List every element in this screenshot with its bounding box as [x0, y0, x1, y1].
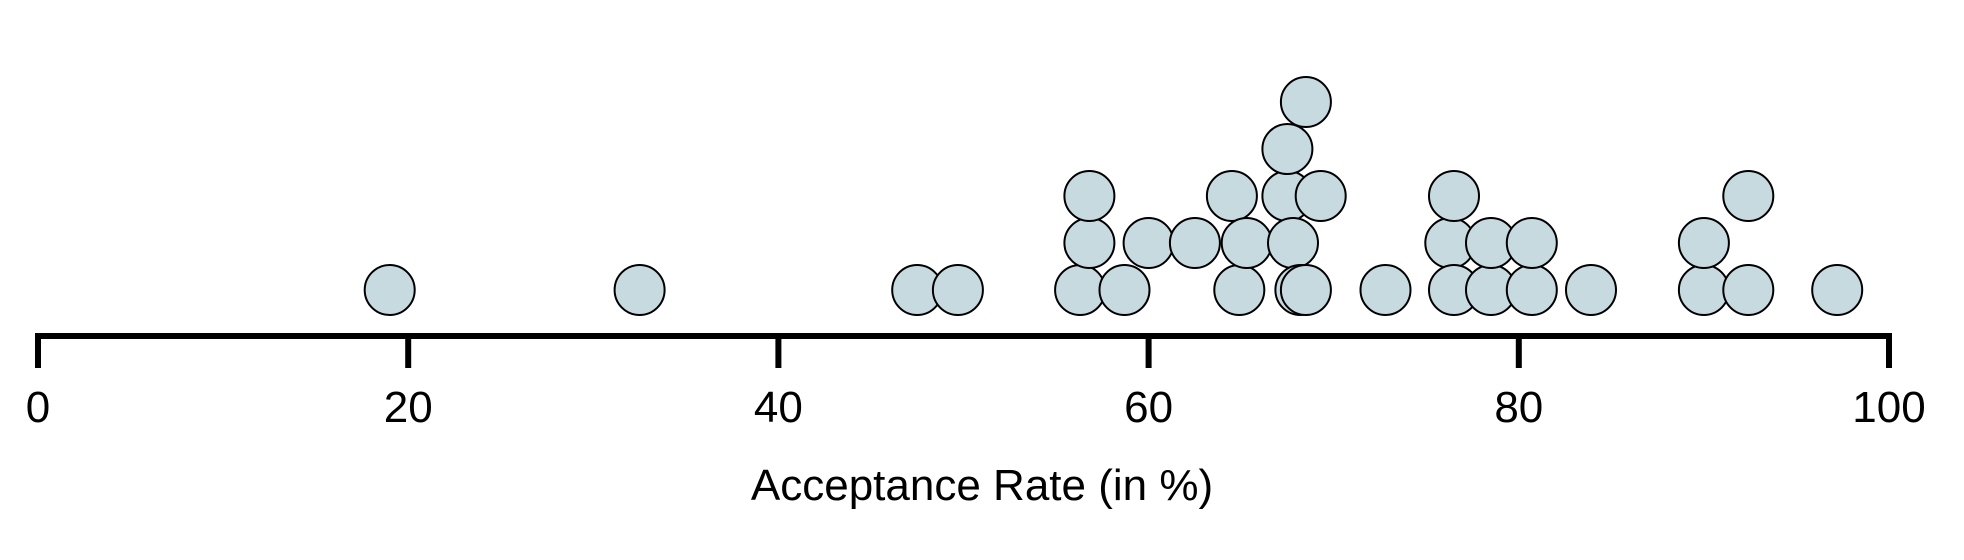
data-point	[1279, 76, 1332, 128]
data-point	[1122, 217, 1175, 269]
x-tick-label: 20	[384, 383, 433, 432]
data-point	[1359, 264, 1412, 316]
data-point	[1505, 217, 1558, 269]
data-point	[613, 264, 666, 316]
x-tick-label: 80	[1494, 383, 1543, 432]
data-point	[1220, 217, 1273, 269]
data-point	[1205, 170, 1258, 222]
data-point	[1505, 264, 1558, 316]
data-point	[931, 264, 984, 316]
x-axis-title: Acceptance Rate (in %)	[751, 461, 1213, 510]
x-axis: 0 20 40 60 80 100	[26, 333, 1926, 432]
data-point	[1722, 170, 1775, 222]
data-point	[1063, 217, 1116, 269]
data-point	[1063, 170, 1116, 222]
x-tick-label: 100	[1852, 383, 1925, 432]
data-point	[1428, 170, 1480, 222]
data-points	[363, 76, 1864, 316]
data-point	[1261, 123, 1314, 175]
data-point	[1722, 264, 1775, 316]
data-point	[1168, 217, 1221, 269]
data-point	[1098, 264, 1151, 316]
data-point	[363, 264, 416, 316]
data-point	[1267, 217, 1319, 269]
x-tick-label: 40	[754, 383, 803, 432]
data-point	[1294, 170, 1347, 222]
data-point	[1677, 217, 1730, 269]
data-point	[1279, 264, 1332, 316]
data-point	[1811, 264, 1864, 316]
data-point	[1565, 264, 1617, 316]
x-tick-label: 60	[1124, 383, 1173, 432]
x-tick-label: 0	[26, 383, 50, 432]
data-point	[1677, 264, 1730, 316]
data-point	[1213, 264, 1266, 316]
data-point	[1054, 264, 1107, 316]
